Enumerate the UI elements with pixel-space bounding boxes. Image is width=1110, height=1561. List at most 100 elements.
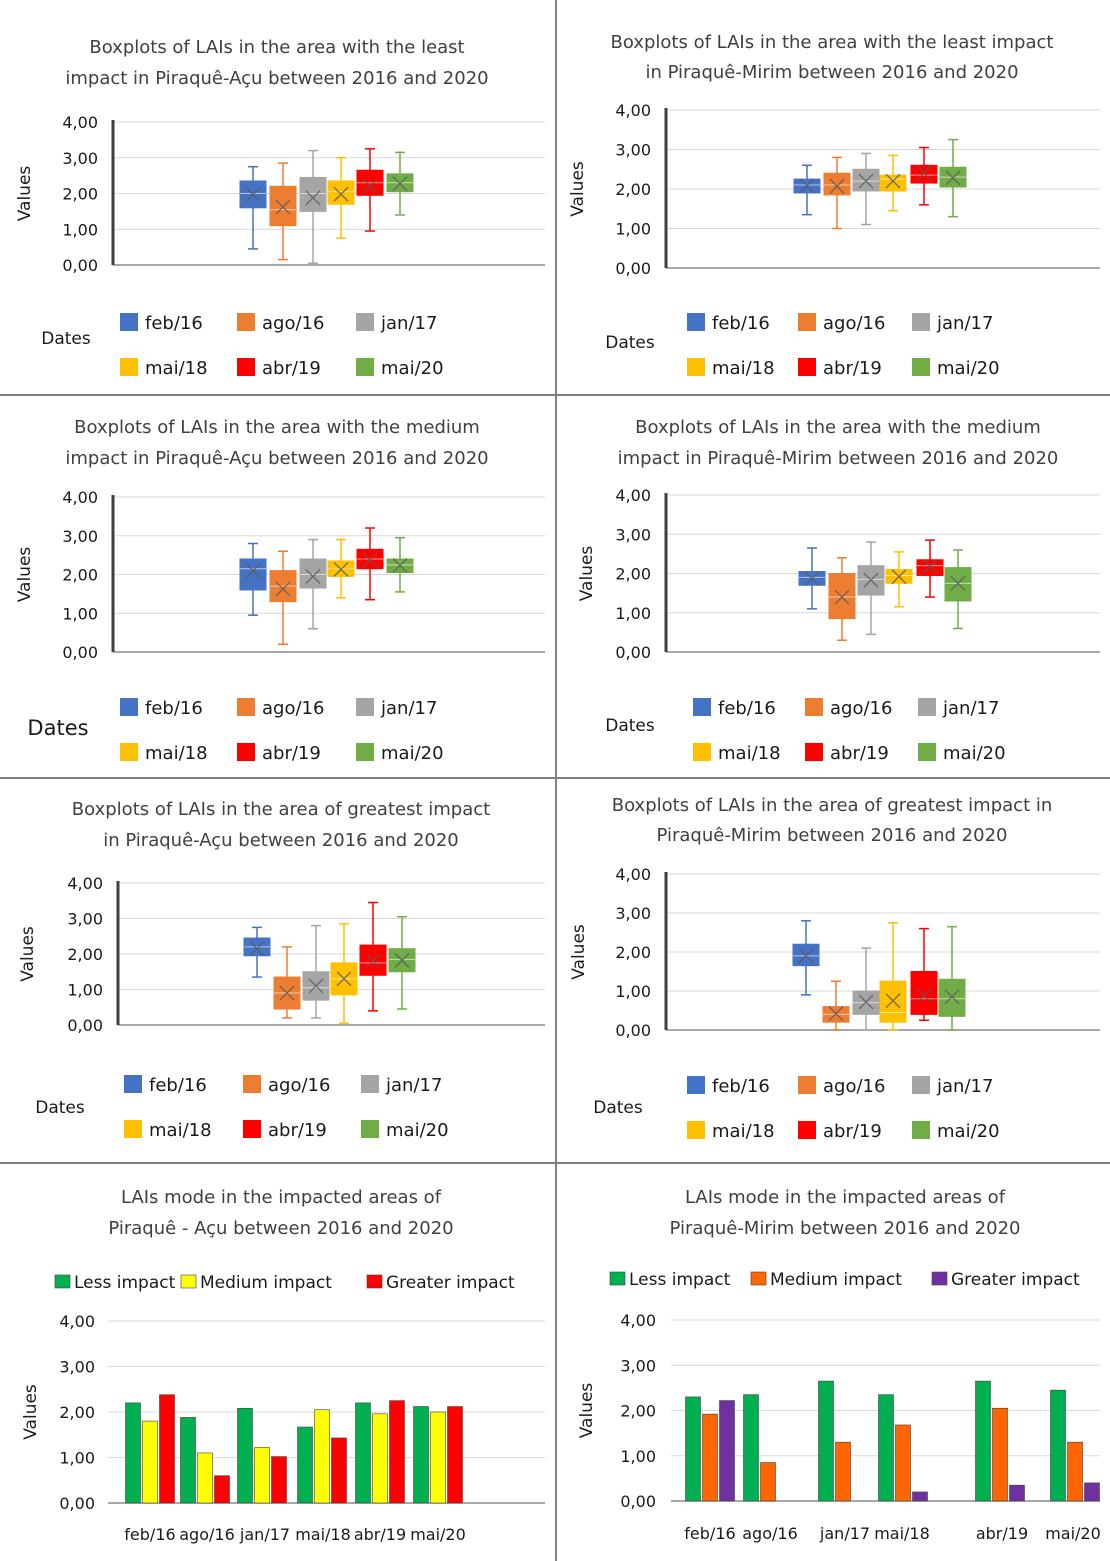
x-tick-label: jan/17 xyxy=(819,1524,870,1543)
bar-group-mai-20: mai/20 xyxy=(1045,1389,1101,1543)
box-ago-16 xyxy=(822,980,850,1031)
bar xyxy=(355,1402,371,1504)
box-ago-16 xyxy=(823,156,851,230)
legend-label: jan/17 xyxy=(936,313,993,334)
mean-marker xyxy=(885,173,901,189)
bar xyxy=(1067,1441,1083,1502)
legend-label: abr/19 xyxy=(268,1120,327,1141)
y-tick-label: 3,00 xyxy=(615,525,651,544)
bar-group-ago-16: ago/16 xyxy=(742,1394,798,1543)
bar xyxy=(835,1441,851,1502)
legend-swatch xyxy=(356,698,374,716)
legend-swatch xyxy=(805,743,823,761)
legend-label: jan/17 xyxy=(385,1075,442,1096)
chart-title-line-2: Piraquê - Açu between 2016 and 2020 xyxy=(108,1218,453,1239)
box-abr-19 xyxy=(359,901,387,1012)
box-body xyxy=(823,172,851,196)
mean-marker xyxy=(829,178,845,194)
bar xyxy=(125,1402,141,1504)
box-mai-18 xyxy=(327,538,355,599)
y-tick-label: 0,00 xyxy=(620,1492,656,1511)
box-jan-17 xyxy=(299,149,327,264)
bar xyxy=(389,1400,405,1504)
legend-swatch xyxy=(361,1075,379,1093)
chart-title-line-1: Boxplots of LAIs in the area with the me… xyxy=(635,417,1041,438)
mean-marker xyxy=(392,176,408,192)
y-tick-label: 4,00 xyxy=(615,865,651,884)
box-abr-19 xyxy=(356,148,384,232)
legend: feb/16 ago/16 jan/17 mai/18 abr/19 mai/20 xyxy=(120,698,444,764)
box-ago-16 xyxy=(273,946,301,1019)
legend-swatch xyxy=(120,358,138,376)
box-abr-19 xyxy=(910,146,938,206)
legend-label: Less impact xyxy=(629,1270,731,1290)
box-jan-17 xyxy=(299,538,327,630)
legend-label: jan/17 xyxy=(380,698,437,719)
legend-label: mai/18 xyxy=(712,358,775,379)
box-body xyxy=(910,164,938,184)
legend-label: mai/20 xyxy=(937,358,1000,379)
bar xyxy=(447,1406,463,1504)
legend-swatch xyxy=(912,1076,930,1094)
y-tick-label: 0,00 xyxy=(67,1016,103,1035)
bar xyxy=(878,1394,894,1502)
x-tick-label: ago/16 xyxy=(179,1525,235,1544)
chart-title-line-2: in Piraquê-Açu between 2016 and 2020 xyxy=(103,830,459,851)
mean-marker xyxy=(891,569,907,585)
bar-panel-1: LAIs mode in the impacted areas of Piraqu… xyxy=(21,1187,545,1544)
box-abr-19 xyxy=(916,539,944,598)
y-tick-label: 4,00 xyxy=(615,101,651,120)
box-jan-17 xyxy=(852,947,880,1031)
legend-swatch xyxy=(687,1121,705,1139)
x-tick-label: feb/16 xyxy=(684,1524,735,1543)
y-axis-label: Values xyxy=(18,926,38,982)
legend-swatch xyxy=(237,698,255,716)
y-tick-label: 2,00 xyxy=(67,945,103,964)
mean-marker xyxy=(885,993,901,1009)
y-axis-label: Values xyxy=(21,1384,41,1440)
box-ago-16 xyxy=(269,162,297,261)
y-tick-label: 2,00 xyxy=(59,1403,95,1422)
mean-marker xyxy=(858,994,874,1010)
legend-label: feb/16 xyxy=(712,313,770,334)
bar xyxy=(719,1400,735,1502)
box-mai-18 xyxy=(327,157,355,239)
bar xyxy=(1009,1484,1025,1502)
x-axis-label: Dates xyxy=(27,716,88,740)
bar-group-mai-18: mai/18 xyxy=(874,1394,930,1543)
legend-swatch xyxy=(237,358,255,376)
legend-swatch xyxy=(798,313,816,331)
chart-title-line-1: Boxplots of LAIs in the area of greatest… xyxy=(612,795,1053,816)
box-ago-16 xyxy=(828,557,856,641)
bar-group-feb-16: feb/16 xyxy=(684,1396,736,1543)
box-mai-20 xyxy=(938,925,966,1031)
legend-swatch xyxy=(750,1271,767,1286)
chart-title-line-2: impact in Piraquê-Açu between 2016 and 2… xyxy=(65,68,488,89)
box-abr-19 xyxy=(910,927,938,1021)
mean-marker xyxy=(828,1006,844,1022)
box-mai-20 xyxy=(939,138,967,218)
x-tick-label: mai/18 xyxy=(295,1525,351,1544)
legend-label: abr/19 xyxy=(823,358,882,379)
legend-label: jan/17 xyxy=(936,1076,993,1097)
y-axis-label: Values xyxy=(569,924,589,980)
mean-marker xyxy=(922,558,938,574)
y-tick-label: 2,00 xyxy=(615,943,651,962)
box-mai-20 xyxy=(386,536,414,593)
y-tick-label: 1,00 xyxy=(620,1447,656,1466)
y-tick-label: 2,00 xyxy=(620,1402,656,1421)
legend-swatch xyxy=(356,313,374,331)
boxplot-panel-4: Boxplots of LAIs in the area with the me… xyxy=(577,417,1100,764)
y-tick-label: 3,00 xyxy=(615,141,651,160)
legend-label: abr/19 xyxy=(262,743,321,764)
y-axis-label: Values xyxy=(577,1383,597,1439)
bar xyxy=(702,1413,718,1502)
mean-marker xyxy=(275,199,291,215)
box-feb-16 xyxy=(792,920,820,996)
box-abr-19 xyxy=(356,527,384,601)
legend-swatch xyxy=(237,743,255,761)
legend-swatch xyxy=(687,358,705,376)
legend-label: mai/20 xyxy=(386,1120,449,1141)
